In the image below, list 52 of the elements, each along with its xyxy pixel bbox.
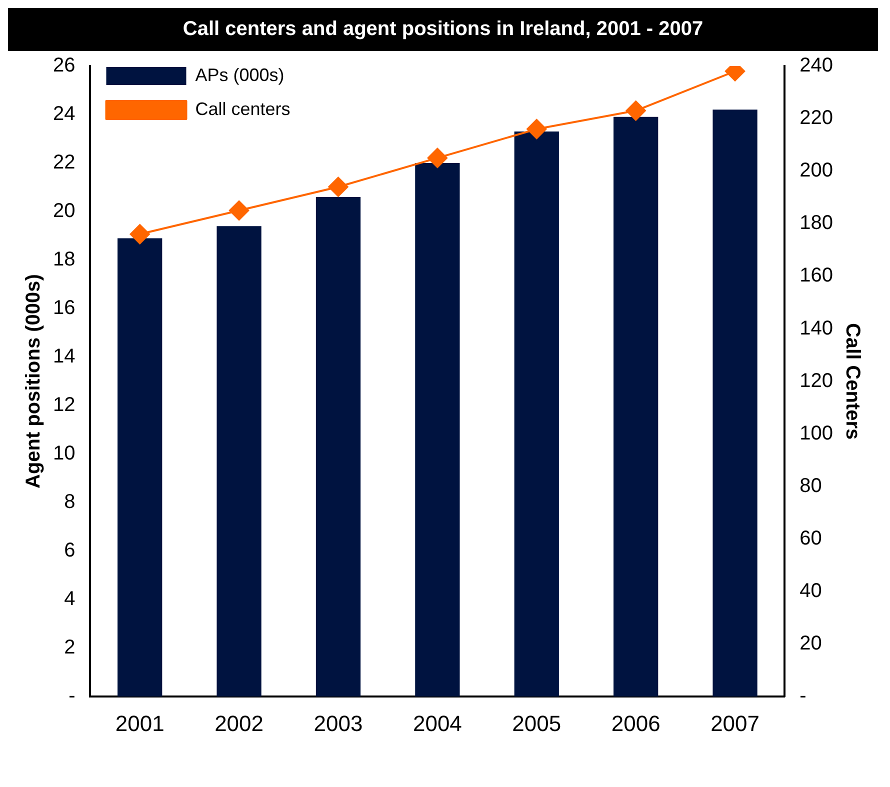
y2-tick-label: 180 — [800, 212, 834, 234]
bar — [415, 163, 460, 697]
y-axis-title: Agent positions (000s) — [22, 274, 45, 489]
y-tick-label: 22 — [52, 152, 76, 174]
y2-tick-label: 200 — [800, 160, 834, 182]
bar — [712, 110, 758, 697]
y2-axis-title: Call Centers — [841, 322, 864, 440]
y2-tick-label: 20 — [800, 632, 822, 655]
x-tick-label: 2005 — [512, 710, 562, 736]
y-tick-label: 16 — [52, 297, 76, 320]
point — [427, 148, 448, 168]
y-tick-label: - — [68, 685, 76, 708]
bar — [118, 238, 162, 697]
y-tick-label: 2 — [64, 636, 76, 659]
point — [328, 176, 348, 197]
y-tick-label: 6 — [64, 540, 76, 562]
y2-tick-label: 40 — [800, 580, 822, 602]
y2-tick-label: 140 — [800, 317, 834, 340]
x-tick-label: 2001 — [115, 710, 164, 736]
y-tick-label: 10 — [52, 442, 76, 465]
bar — [316, 196, 361, 697]
point — [229, 200, 250, 221]
x-tick-label: 2004 — [412, 710, 462, 736]
y-tick-label: 12 — [52, 394, 76, 416]
bar — [614, 116, 658, 697]
x-tick-label: 2007 — [710, 710, 760, 736]
bar — [514, 131, 559, 697]
y-tick-label: 18 — [52, 248, 76, 271]
y-tick-label: 8 — [64, 491, 76, 514]
y-tick-label: 14 — [52, 346, 76, 368]
chart-title: Call centers and agent positions in Ireland, 2001 - 2007 — [8, 8, 878, 51]
y2-tick-label: 120 — [800, 370, 834, 392]
point — [130, 224, 150, 244]
x-tick-label: 2006 — [611, 710, 660, 736]
x-tick-label: 2002 — [214, 710, 264, 736]
y-tick-label: 4 — [64, 588, 76, 610]
point — [626, 100, 646, 121]
y2-tick-label: - — [800, 685, 806, 708]
y2-tick-label: 240 — [800, 54, 834, 77]
legend-label: Call centers — [195, 98, 290, 119]
y2-tick-label: 160 — [800, 264, 834, 287]
point — [526, 119, 547, 140]
y2-tick-label: 220 — [800, 107, 834, 130]
y2-tick-label: 100 — [800, 422, 834, 444]
x-tick-label: 2003 — [314, 710, 363, 736]
y2-tick-label: 60 — [800, 527, 822, 550]
y2-tick-label: 80 — [800, 474, 822, 497]
legend-label: APs (000s) — [195, 64, 284, 85]
bar — [216, 226, 262, 697]
y-tick-label: 24 — [52, 103, 76, 126]
y-tick-label: 26 — [52, 54, 76, 77]
y-tick-label: 20 — [52, 200, 76, 222]
